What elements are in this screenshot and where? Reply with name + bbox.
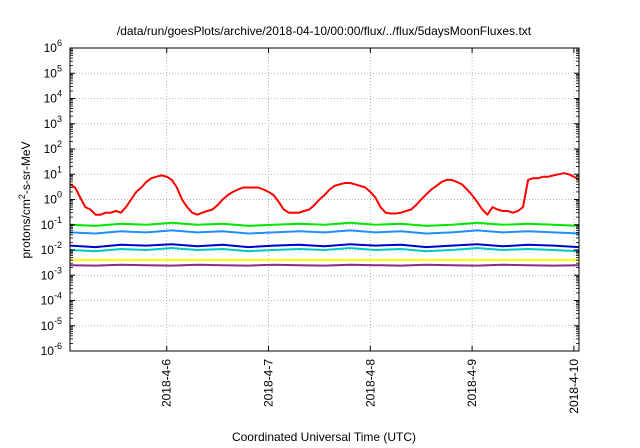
y-axis-label-main: protons/cm [19, 199, 33, 258]
y-tick-label: 10-1 [41, 215, 62, 232]
y-tick-label: 102 [44, 139, 62, 156]
grid [70, 48, 579, 351]
y-tick-label: 101 [44, 164, 62, 181]
y-tick-label: 10-3 [41, 265, 62, 282]
x-tick-label: 2018-4-7 [262, 359, 276, 407]
y-axis-label-sup: 2 [17, 194, 27, 199]
y-axis-label-tail: -s-sr-MeV [19, 141, 33, 194]
y-tick-label: 10-2 [41, 240, 62, 257]
series-group [69, 172, 580, 267]
series-line-2 [69, 221, 580, 227]
x-tick-label: 2018-4-9 [465, 359, 479, 407]
series-line-3 [69, 229, 580, 235]
y-axis: 10-6 10-5 10-4 10-3 10-2 10-1 100 101 102 103 104 1… [41, 38, 579, 358]
x-axis: 2018-4-6 2018-4-7 2018-4-8 2018-4-9 2018-4-1… [160, 48, 581, 414]
y-tick-label: 10-4 [41, 291, 62, 308]
y-tick-label: 105 [44, 63, 62, 80]
chart-title: /data/run/goesPlots/archive/2018-04-10/0… [117, 24, 532, 38]
y-axis-label: protons/cm2-s-sr-MeV [17, 141, 33, 258]
y-tick-label: 100 [44, 190, 62, 207]
y-tick-label: 10-5 [41, 316, 62, 333]
series-line-7 [69, 263, 580, 267]
y-tick-label: 106 [44, 38, 62, 55]
series-line-5 [69, 243, 580, 249]
x-tick-label: 2018-4-10 [567, 359, 581, 414]
series-line-4 [69, 247, 580, 253]
y-tick-label: 10-6 [41, 341, 62, 358]
y-tick-label: 104 [44, 89, 62, 106]
x-tick-label: 2018-4-8 [363, 359, 377, 407]
series-line-1 [69, 172, 580, 216]
x-axis-label: Coordinated Universal Time (UTC) [232, 430, 416, 444]
y-tick-label: 103 [44, 114, 62, 131]
x-tick-label: 2018-4-6 [160, 359, 174, 407]
